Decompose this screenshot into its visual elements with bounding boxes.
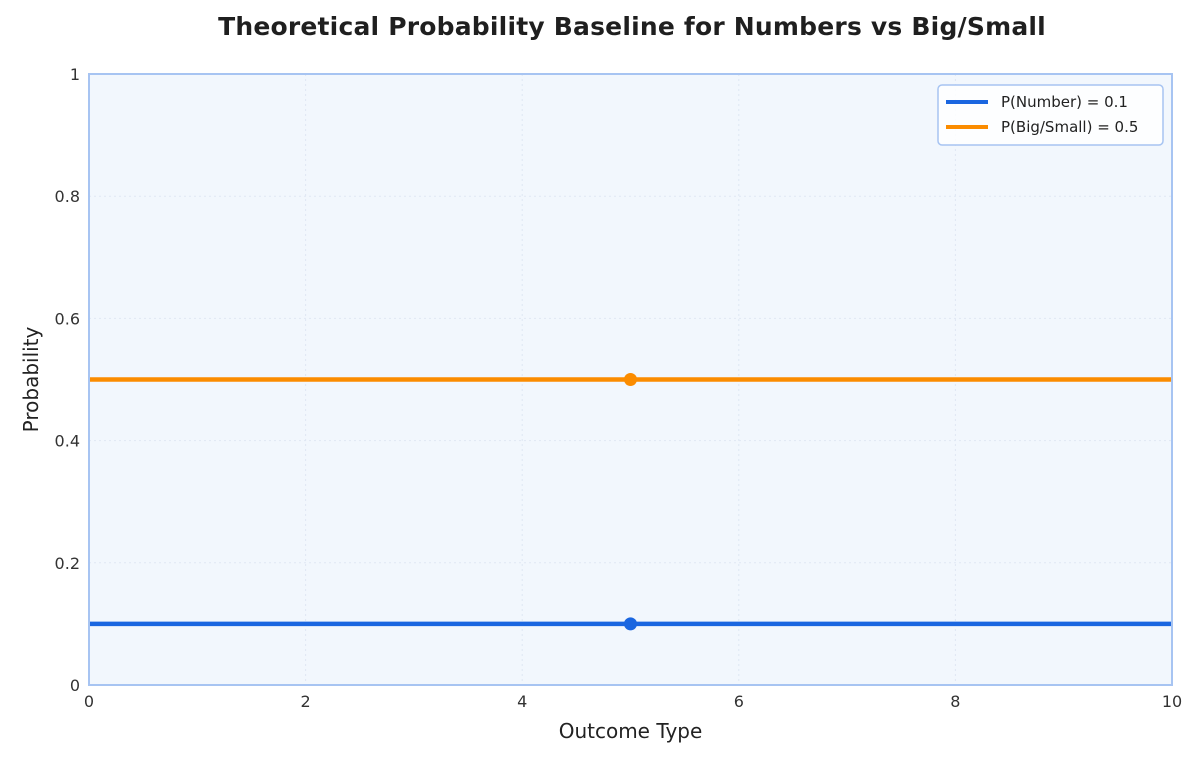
y-tick-label: 0 — [70, 676, 80, 695]
y-tick-label: 0.8 — [55, 187, 80, 206]
series-marker-1 — [624, 373, 637, 386]
y-tick-label: 1 — [70, 65, 80, 84]
y-tick-label: 0.2 — [55, 554, 80, 573]
series-marker-0 — [624, 617, 637, 631]
y-axis-ticks: 0 0.2 0.4 0.6 0.8 1 — [55, 65, 80, 695]
plot-frame — [88, 73, 1173, 686]
x-tick-label: 4 — [517, 692, 527, 711]
legend: P(Number) = 0.1 P(Big/Small) = 0.5 — [937, 84, 1164, 146]
y-tick-label: 0.4 — [55, 432, 80, 451]
y-tick-label: 0.6 — [55, 309, 80, 328]
y-axis-label: Probability — [19, 326, 43, 432]
x-tick-label: 8 — [950, 692, 960, 711]
x-axis-ticks: 0 2 4 6 8 10 — [84, 692, 1182, 711]
x-tick-label: 10 — [1162, 692, 1182, 711]
legend-entry-0: P(Number) = 0.1 — [1001, 93, 1128, 111]
x-tick-label: 2 — [301, 692, 311, 711]
x-tick-label: 6 — [734, 692, 744, 711]
x-tick-label: 0 — [84, 692, 94, 711]
series-layer — [89, 373, 1172, 631]
legend-entry-1: P(Big/Small) = 0.5 — [1001, 118, 1138, 136]
chart-title: Theoretical Probability Baseline for Num… — [218, 12, 1046, 41]
legend-box — [937, 84, 1164, 146]
x-axis-label: Outcome Type — [559, 719, 703, 743]
